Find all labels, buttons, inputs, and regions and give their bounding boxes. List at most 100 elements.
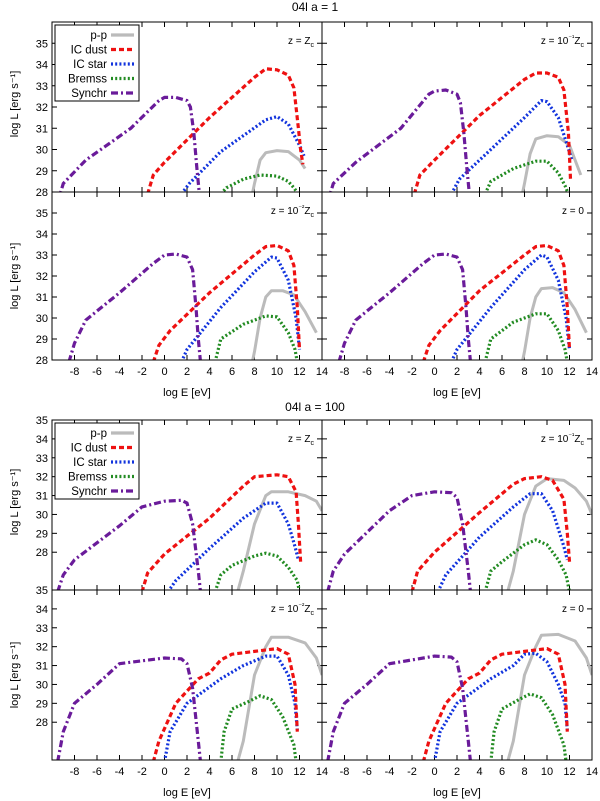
panel-frame xyxy=(321,191,593,361)
series-line-icdust xyxy=(152,243,302,360)
group-title-a1: 04l a = 1 xyxy=(292,0,339,14)
y-tick-label: 32 xyxy=(36,271,48,283)
x-axis-label: log E [eV] xyxy=(433,387,481,399)
x-tick-label: 12 xyxy=(563,766,575,778)
panel-z-label: z = 10⁻²Zc xyxy=(271,603,315,617)
y-tick-label: 32 xyxy=(36,472,48,484)
series-line-icstar xyxy=(450,253,572,360)
legend-label: Synchr xyxy=(71,486,107,498)
x-tick-label: -4 xyxy=(385,366,395,378)
y-axis-label: log L [erg s⁻¹] xyxy=(9,642,21,709)
y-tick-label: 35 xyxy=(36,38,48,50)
x-tick-label: 6 xyxy=(499,366,505,378)
x-tick-label: -6 xyxy=(92,766,102,778)
series-line-synchr xyxy=(59,95,201,192)
y-tick-label: 30 xyxy=(36,509,48,521)
legend-label: Bremss xyxy=(68,74,107,86)
panel-frame xyxy=(51,589,323,761)
y-tick-label: 29 xyxy=(36,698,48,710)
x-tick-label: -6 xyxy=(92,366,102,378)
series-line-icstar xyxy=(180,255,302,360)
series-line-bremss xyxy=(489,692,568,760)
series-line-synchr xyxy=(326,490,472,590)
y-axis-label: log L [erg s⁻¹] xyxy=(9,469,21,536)
x-tick-label: 12 xyxy=(563,366,575,378)
x-tick-label: 8 xyxy=(251,366,257,378)
y-tick-label: 31 xyxy=(36,123,48,135)
panel-z-label: z = 10⁻¹Zc xyxy=(541,35,585,49)
y-tick-label: 34 xyxy=(36,60,48,72)
y-tick-label: 31 xyxy=(36,661,48,673)
x-tick-label: -2 xyxy=(407,366,417,378)
x-tick-label: 8 xyxy=(521,766,527,778)
x-tick-label: 14 xyxy=(316,766,328,778)
x-tick-label: 8 xyxy=(251,766,257,778)
y-tick-label: 35 xyxy=(36,415,48,427)
x-tick-label: 0 xyxy=(161,366,167,378)
x-tick-label: -2 xyxy=(137,766,147,778)
x-axis-label: log E [eV] xyxy=(433,787,481,799)
x-tick-label: -2 xyxy=(407,766,417,778)
legend: p-p IC dust IC star Bremss Synchr xyxy=(54,24,140,102)
series-line-icdust xyxy=(413,71,573,192)
x-tick-label: -6 xyxy=(362,766,372,778)
series-line-icstar xyxy=(167,501,300,590)
series-line-bremss xyxy=(219,694,298,760)
series-line-synchr xyxy=(67,252,202,360)
y-tick-label: 33 xyxy=(36,81,48,93)
y-tick-label: 29 xyxy=(36,334,48,346)
x-tick-label: 10 xyxy=(541,766,553,778)
series-line-icdust xyxy=(422,647,569,760)
series-line-bremss xyxy=(484,159,570,192)
x-tick-label: 4 xyxy=(476,366,482,378)
y-tick-label: 32 xyxy=(36,642,48,654)
x-axis-label: log E [eV] xyxy=(163,387,211,399)
series-line-icdust xyxy=(146,67,305,192)
x-tick-label: -8 xyxy=(70,366,80,378)
x-tick-label: 2 xyxy=(184,766,190,778)
x-tick-label: -2 xyxy=(137,366,147,378)
x-tick-label: 0 xyxy=(161,766,167,778)
series-line-synchr xyxy=(329,88,471,192)
series-line-pp xyxy=(236,635,322,760)
series-line-icdust xyxy=(422,243,572,360)
x-tick-label: 4 xyxy=(206,766,212,778)
x-tick-label: 14 xyxy=(586,366,598,378)
series-line-bremss xyxy=(214,551,301,590)
x-tick-label: 6 xyxy=(229,766,235,778)
x-tick-label: 6 xyxy=(499,766,505,778)
series-line-synchr xyxy=(337,252,472,360)
panel-z-label: z = Zc xyxy=(288,434,315,447)
panel-frame xyxy=(51,191,323,361)
y-tick-label: 31 xyxy=(36,292,48,304)
y-tick-label: 33 xyxy=(36,453,48,465)
x-tick-label: 0 xyxy=(431,366,437,378)
x-tick-label: 4 xyxy=(476,766,482,778)
series-line-pp xyxy=(521,286,588,360)
x-tick-label: 10 xyxy=(541,366,553,378)
series-line-icstar xyxy=(437,492,569,590)
series-line-icstar xyxy=(450,99,574,192)
series-line-pp xyxy=(521,134,583,192)
y-tick-label: 28 xyxy=(36,355,48,367)
legend-label: p-p xyxy=(90,30,107,42)
series-line-icdust xyxy=(140,473,303,590)
series-line-pp xyxy=(251,289,318,360)
x-tick-label: -4 xyxy=(115,766,125,778)
x-tick-label: 2 xyxy=(184,366,190,378)
series-line-pp xyxy=(251,149,307,192)
panel-z-label: z = Zc xyxy=(288,36,315,49)
y-axis-label: log L [erg s⁻¹] xyxy=(9,243,21,310)
y-tick-label: 28 xyxy=(36,717,48,729)
legend-label: Synchr xyxy=(71,88,107,100)
series-line-synchr xyxy=(56,498,202,590)
x-tick-label: -8 xyxy=(340,366,350,378)
y-tick-label: 29 xyxy=(36,166,48,178)
y-tick-label: 34 xyxy=(36,434,48,446)
series-line-icdust xyxy=(410,475,572,590)
series-line-bremss xyxy=(220,173,299,192)
y-tick-label: 30 xyxy=(36,679,48,691)
y-axis-label: log L [erg s⁻¹] xyxy=(9,71,21,138)
